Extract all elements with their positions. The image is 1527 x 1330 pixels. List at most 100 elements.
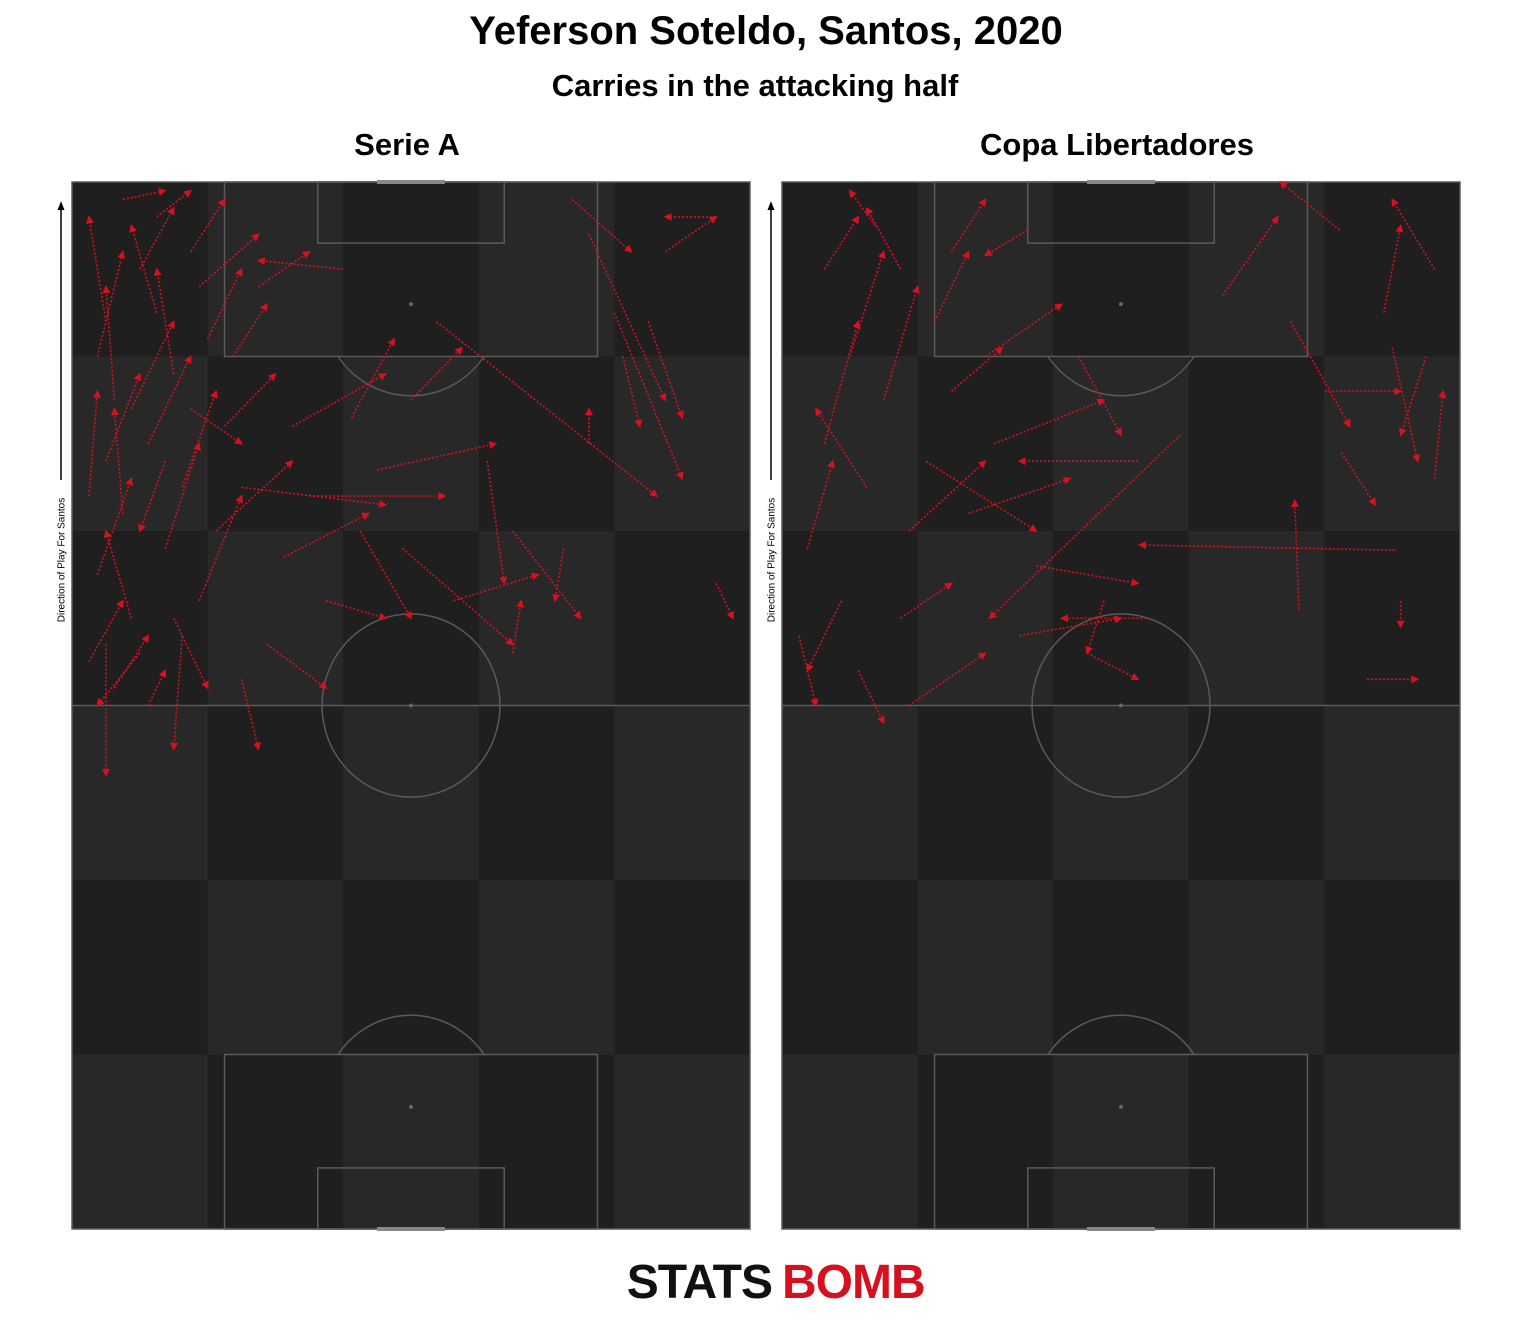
goal xyxy=(1087,180,1155,184)
carry-arrow xyxy=(96,250,126,357)
pitch-tile xyxy=(478,705,615,881)
carry-arrow xyxy=(410,346,463,401)
pitch-tile xyxy=(478,356,615,532)
pitch-tile xyxy=(614,705,751,881)
carry-arrow xyxy=(96,477,133,575)
pitch-tile xyxy=(1053,1054,1190,1230)
carry-arrow xyxy=(984,229,1029,257)
pitch-tile xyxy=(614,531,751,706)
pitch-tile xyxy=(1324,356,1461,532)
carry-arrow xyxy=(1289,321,1351,428)
carry-arrow xyxy=(848,189,876,227)
carry-arrow xyxy=(1391,198,1436,270)
pitch-tile xyxy=(72,356,209,532)
carry-arrow xyxy=(401,547,514,646)
carry-arrow xyxy=(153,267,175,375)
carry-arrow xyxy=(511,599,525,654)
pitch-tile xyxy=(917,531,1054,706)
pitch-tile xyxy=(1188,880,1325,1055)
carry-arrow xyxy=(715,583,734,620)
subtitle: Carries in the attacking half xyxy=(552,68,959,103)
penalty-spot xyxy=(1119,302,1123,307)
pitch-tile xyxy=(1188,705,1325,881)
pitch-tile xyxy=(917,880,1054,1055)
pitch-tile xyxy=(72,705,209,881)
carry-arrow xyxy=(198,494,243,602)
pitch-tile xyxy=(478,880,615,1055)
pitch-tile xyxy=(1188,531,1325,706)
pitch-tile xyxy=(343,531,480,706)
carry-arrow xyxy=(435,320,659,498)
pitch-tile xyxy=(782,705,919,881)
carry-arrow xyxy=(806,459,835,549)
carry-arrow xyxy=(1085,600,1105,655)
panel-title: Serie A xyxy=(354,127,460,162)
carry-arrow xyxy=(350,337,395,418)
pitch-tile xyxy=(1324,1054,1461,1230)
carry-arrow xyxy=(170,635,183,751)
panel-title: Copa Libertadores xyxy=(980,127,1254,162)
title: Yeferson Soteldo, Santos, 2020 xyxy=(469,9,1063,53)
carry-arrow xyxy=(1391,347,1421,463)
carry-arrow xyxy=(88,389,101,497)
carry-arrow xyxy=(86,215,107,322)
carry-arrow xyxy=(122,188,167,201)
carry-arrow xyxy=(129,224,158,314)
carry-arrow xyxy=(266,643,328,689)
pitch-tile xyxy=(343,705,480,881)
pitch-tile xyxy=(917,705,1054,881)
carry-arrow xyxy=(291,373,387,427)
goal xyxy=(377,1227,445,1231)
carry-arrow xyxy=(223,372,277,427)
carry-arrow xyxy=(647,321,684,420)
pitch-tile xyxy=(72,1054,209,1230)
carry-arrow xyxy=(130,320,175,410)
pitch-tile xyxy=(782,356,919,532)
carry-arrow xyxy=(1019,615,1123,637)
logo-stats: STATS xyxy=(627,1256,772,1309)
pitch-tile xyxy=(207,182,344,357)
carry-arrow xyxy=(988,434,1181,620)
pitch-panel xyxy=(71,180,751,1231)
pitch-tile xyxy=(343,182,480,357)
penalty-spot xyxy=(409,302,413,307)
pitch-tile xyxy=(1324,705,1461,881)
pitch-tile xyxy=(782,880,919,1055)
penalty-arc xyxy=(1047,1014,1195,1055)
penalty-spot xyxy=(409,1104,413,1109)
pitch-tile xyxy=(614,356,751,532)
pitch-tile xyxy=(917,182,1054,357)
carry-arrow xyxy=(147,355,192,445)
carry-arrow xyxy=(1433,389,1447,479)
carry-arrow xyxy=(1138,541,1395,551)
direction-label: Direction of Play For Santos xyxy=(767,498,778,623)
pitch-tile xyxy=(1053,182,1190,357)
pitch-tile xyxy=(207,1054,344,1230)
carry-arrow xyxy=(512,530,582,620)
pitch-tile xyxy=(72,182,209,357)
carry-arrow xyxy=(1077,356,1122,437)
centre-spot xyxy=(1119,703,1123,708)
pitch-tile xyxy=(207,356,344,532)
pitch-tile xyxy=(1188,182,1325,357)
penalty-spot xyxy=(1119,1104,1123,1109)
carry-arrow xyxy=(552,548,565,603)
carry-arrow xyxy=(181,389,218,488)
direction-label: Direction of Play For Santos xyxy=(57,498,68,623)
carry-arrow xyxy=(1398,356,1427,437)
pitch-tile xyxy=(343,880,480,1055)
carry-arrow xyxy=(376,441,498,471)
goal xyxy=(1087,1227,1155,1231)
pitch-tile xyxy=(343,356,480,532)
carry-arrow xyxy=(1382,224,1404,314)
pitch-tile xyxy=(1053,356,1190,532)
pitch-tile xyxy=(1188,356,1325,532)
carry-arrow xyxy=(359,530,412,620)
pitch-tile xyxy=(917,1054,1054,1230)
carry-arrow xyxy=(486,461,508,585)
penalty-arc xyxy=(337,1014,485,1055)
pitch-tile xyxy=(207,531,344,706)
carry-arrow xyxy=(950,346,1004,393)
